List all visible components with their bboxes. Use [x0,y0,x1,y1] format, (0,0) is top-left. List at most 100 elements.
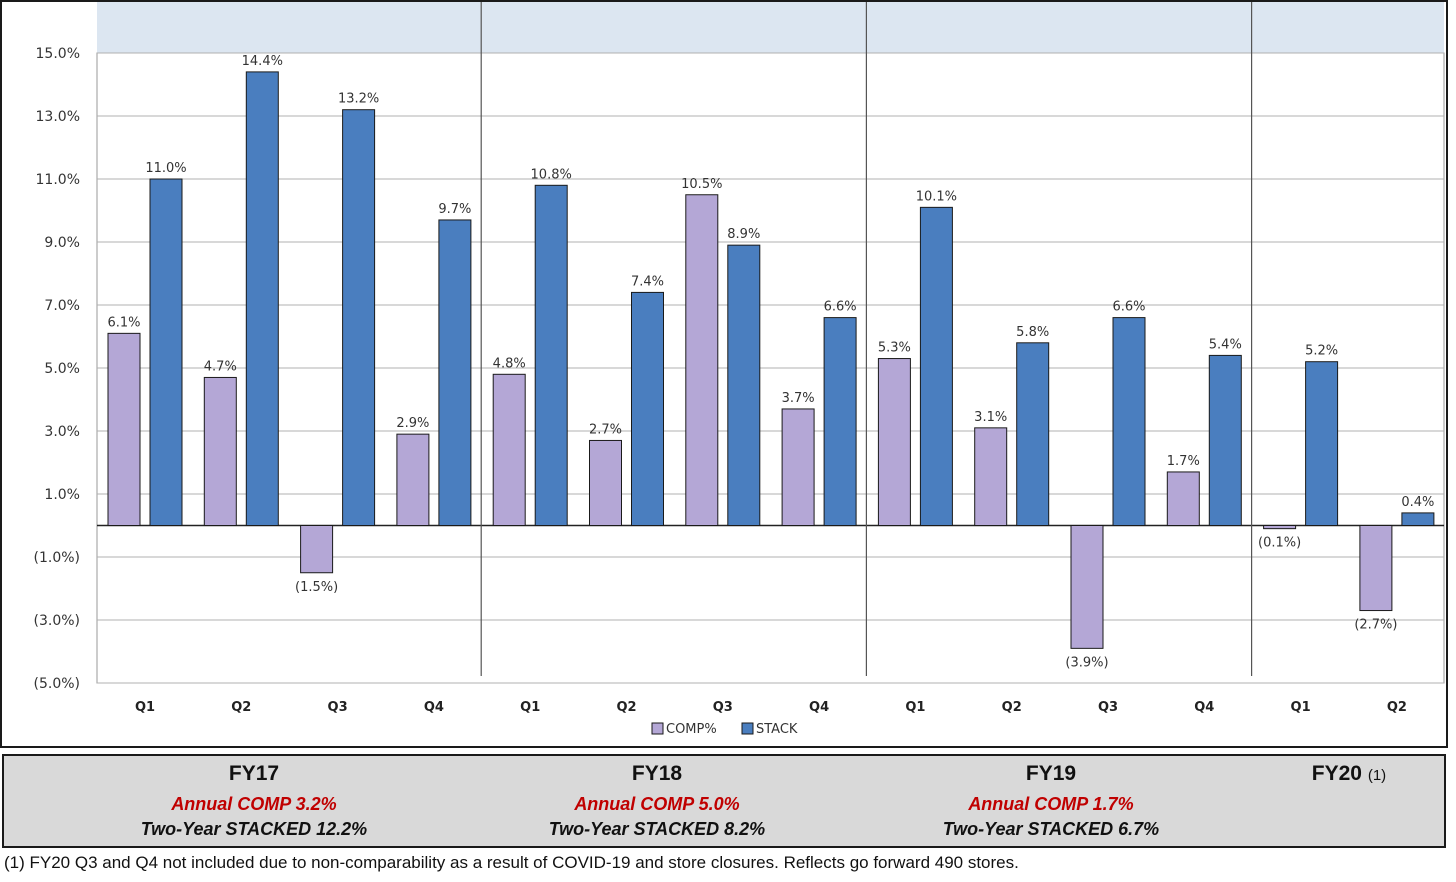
legend-swatch [651,722,664,735]
stack-bar [1401,512,1435,526]
stack-data-label: 5.4% [1209,337,1242,352]
x-category-label: Q3 [713,700,733,715]
comp-bar [1166,471,1200,527]
x-category-label: Q3 [328,700,348,715]
stack-bar [438,219,472,526]
x-category-label: Q2 [1002,700,1022,715]
y-tick-label: (1.0%) [34,550,81,566]
comp-bar [1070,525,1104,649]
comp-data-label: 10.5% [681,177,722,192]
stack-bar [727,244,761,526]
x-category-label: Q4 [1194,700,1214,715]
stack-data-label: 5.8% [1016,325,1049,340]
footnote: (1) FY20 Q3 and Q4 not included due to n… [4,853,1019,872]
stack-data-label: 6.6% [1112,300,1145,315]
y-tick-label: 11.0% [36,172,80,188]
comp-bar [300,525,334,574]
fy17-summary: FY17 Annual COMP 3.2% Two-Year STACKED 1… [59,762,449,840]
fy18-two-year-stacked: Two-Year STACKED 8.2% [548,819,766,839]
comp-data-label: 6.1% [107,315,140,330]
stack-bar [631,291,664,526]
y-tick-label: 13.0% [36,109,80,125]
comp-data-label: (1.5%) [295,580,338,595]
comp-bar [685,194,719,526]
fy19-summary: FY19 Annual COMP 1.7% Two-Year STACKED 6… [856,762,1246,840]
x-category-label: Q1 [520,700,540,715]
stack-data-label: 5.2% [1305,344,1338,359]
stack-data-label: 13.2% [338,92,379,107]
fy19-annual-comp: Annual COMP 1.7% [968,794,1134,814]
x-category-label: Q2 [1387,700,1407,715]
comp-bar [1263,525,1297,530]
stack-bar [1112,317,1146,526]
fy18-annual-comp: Annual COMP 5.0% [574,794,740,814]
stack-data-label: 8.9% [727,227,760,242]
comp-data-label: (2.7%) [1354,618,1397,633]
fy17-two-year-stacked: Two-Year STACKED 12.2% [140,819,368,839]
stack-bar [342,109,376,526]
stack-bar [1305,361,1339,527]
comp-data-label: (0.1%) [1258,536,1301,551]
x-category-label: Q1 [135,700,155,715]
stack-data-label: 9.7% [438,202,471,217]
comp-data-label: (3.9%) [1065,655,1108,670]
stack-bar [534,184,568,527]
y-tick-label: 7.0% [44,298,80,314]
comp-data-label: 2.7% [589,422,622,437]
comp-bar [107,332,141,526]
comp-bar [877,358,911,526]
chart-frame: 15.0% 13.0% 11.0% 9.0% 7.0% 5.0% 3.0% 1.0% (1.0%… [0,0,1448,748]
x-category-label: Q1 [1291,700,1311,715]
plot-header-band [97,2,1444,53]
fy20-summary: FY20 (1) [1254,762,1444,794]
comp-bar [781,408,815,527]
stack-bar [245,71,279,527]
comp-bar [492,373,526,526]
comp-data-label: 2.9% [396,416,429,431]
stack-data-label: 0.4% [1401,495,1434,510]
fy17-title: FY17 [228,762,280,785]
comp-bar [1359,525,1393,612]
y-tick-label: 5.0% [44,361,80,377]
x-category-label: Q2 [616,700,636,715]
comp-data-label: 4.7% [204,359,237,374]
fy18-title: FY18 [631,762,683,785]
fy18-summary: FY18 Annual COMP 5.0% Two-Year STACKED 8… [462,762,852,840]
comp-data-label: 3.7% [782,391,815,406]
stack-bar [919,206,953,526]
y-tick-label: (3.0%) [34,613,81,629]
comp-bar [589,439,622,527]
x-category-label: Q2 [231,700,251,715]
comp-bar [974,427,1008,527]
stack-data-label: 6.6% [824,300,857,315]
legend-label: COMP% [666,722,717,737]
y-tick-label: 3.0% [44,424,80,440]
stack-bar [823,317,857,526]
y-tick-label: 15.0% [36,46,80,62]
x-category-label: Q4 [424,700,444,715]
stack-bar [1016,342,1050,526]
fy20-title: FY20 [1311,762,1362,785]
x-category-label: Q1 [905,700,925,715]
comp-data-label: 4.8% [493,356,526,371]
bar-chart: 15.0% 13.0% 11.0% 9.0% 7.0% 5.0% 3.0% 1.0% (1.0%… [34,2,1445,737]
x-category-label: Q3 [1098,700,1118,715]
y-tick-label: (5.0%) [34,676,81,692]
stack-data-label: 10.1% [916,189,957,204]
stack-data-label: 7.4% [631,274,664,289]
stack-data-label: 14.4% [242,54,283,69]
fy17-annual-comp: Annual COMP 3.2% [171,794,337,814]
stack-bar [1208,354,1242,526]
y-tick-label: 9.0% [44,235,80,251]
y-tick-label: 1.0% [44,487,80,503]
x-category-label: Q4 [809,700,829,715]
fy20-footnote-ref: (1) [1367,767,1387,784]
comp-bar [203,376,237,527]
comp-data-label: 3.1% [974,410,1007,425]
stack-data-label: 10.8% [531,167,572,182]
fy19-title: FY19 [1025,762,1077,785]
legend-swatch [741,722,754,735]
fy19-two-year-stacked: Two-Year STACKED 6.7% [942,819,1160,839]
comp-bar [396,433,430,526]
stack-bar [149,178,183,526]
